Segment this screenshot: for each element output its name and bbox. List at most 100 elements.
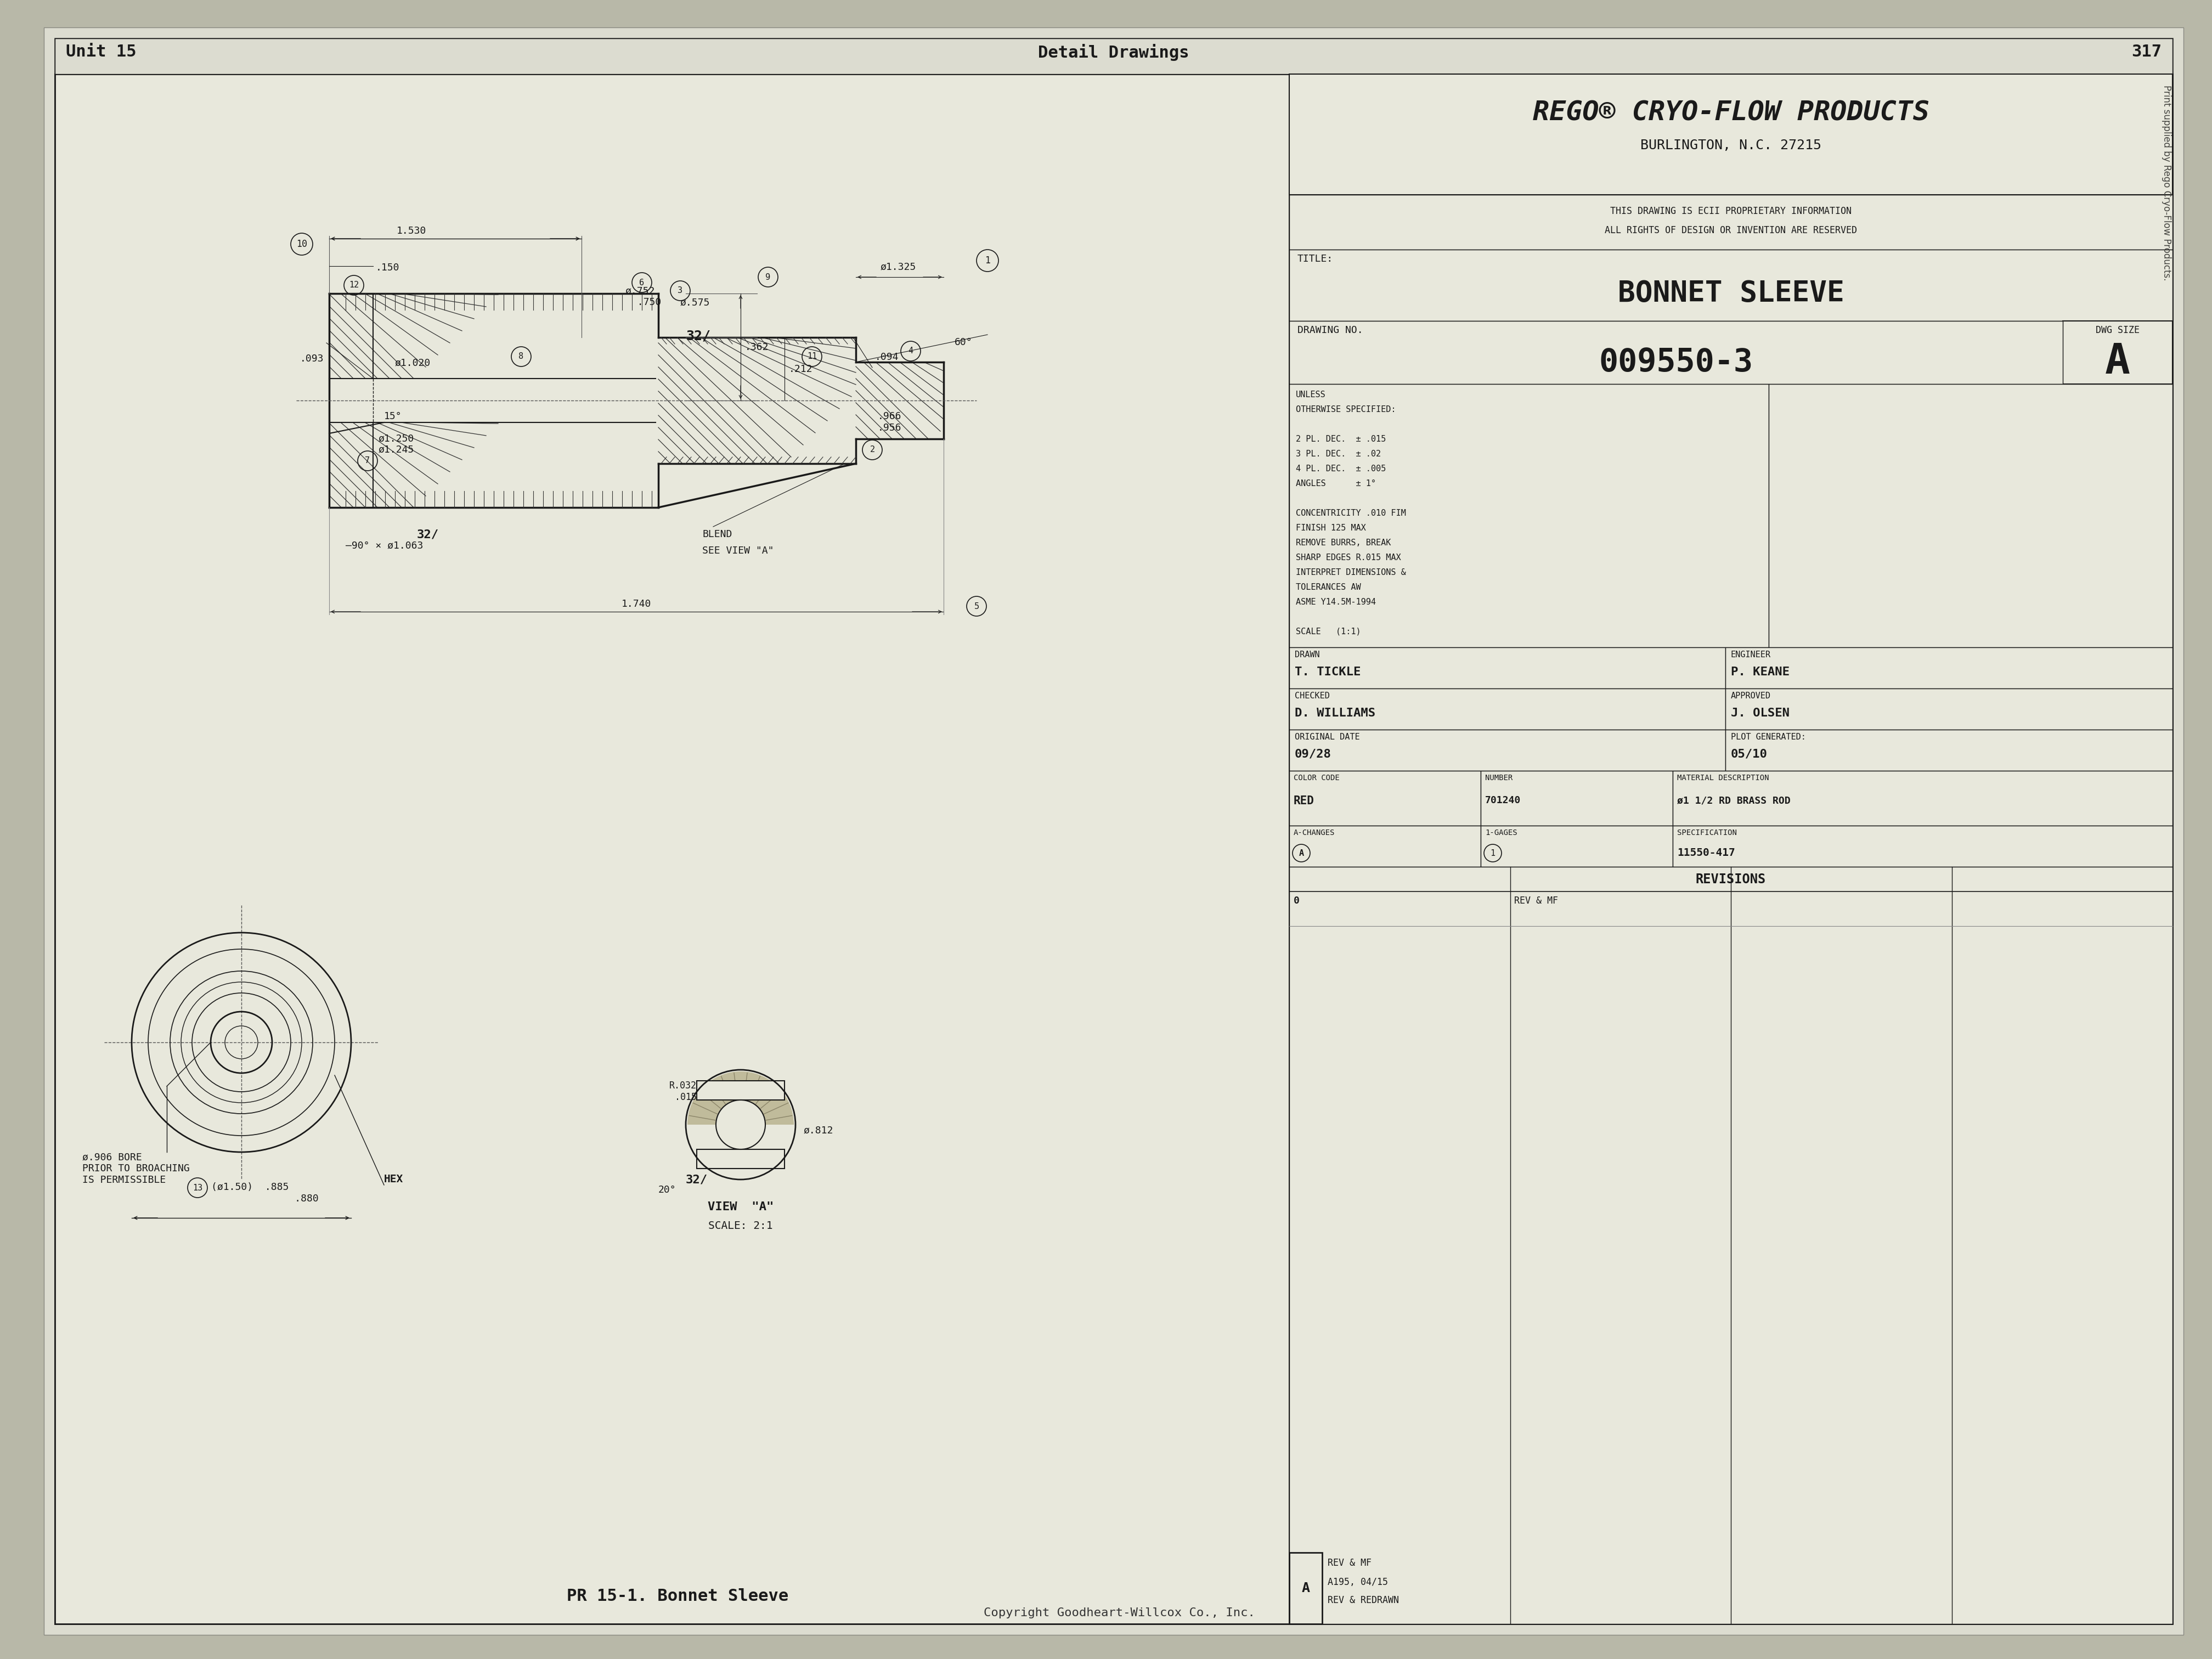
Bar <box>1290 320 2064 383</box>
Text: A-CHANGES: A-CHANGES <box>1294 830 1336 836</box>
Text: 4: 4 <box>909 347 914 355</box>
Bar <box>697 1080 785 1100</box>
Text: 60°: 60° <box>956 337 973 347</box>
Bar <box>1480 771 1672 826</box>
Bar <box>1725 688 2172 730</box>
Text: NUMBER: NUMBER <box>1484 775 1513 781</box>
Text: SHARP EDGES R.015 MAX: SHARP EDGES R.015 MAX <box>1296 554 1400 562</box>
Text: SEE VIEW "A": SEE VIEW "A" <box>701 546 774 556</box>
Text: BONNET SLEEVE: BONNET SLEEVE <box>1617 279 1845 309</box>
Text: 2 PL. DEC.  ± .015: 2 PL. DEC. ± .015 <box>1296 435 1387 443</box>
Text: 317: 317 <box>2132 43 2161 60</box>
Text: REMOVE BURRS, BREAK: REMOVE BURRS, BREAK <box>1296 539 1391 547</box>
Text: ANGLES      ± 1°: ANGLES ± 1° <box>1296 479 1376 488</box>
Text: 4 PL. DEC.  ± .005: 4 PL. DEC. ± .005 <box>1296 465 1387 473</box>
Text: ø1.250
ø1.245: ø1.250 ø1.245 <box>378 433 414 455</box>
Text: INTERPRET DIMENSIONS &: INTERPRET DIMENSIONS & <box>1296 569 1407 577</box>
Bar <box>1290 249 2172 320</box>
Text: 6: 6 <box>639 279 644 287</box>
Text: 32/: 32/ <box>686 1175 708 1185</box>
Text: A: A <box>2106 342 2130 382</box>
Bar <box>1725 647 2172 688</box>
Text: FINISH 125 MAX: FINISH 125 MAX <box>1296 524 1365 533</box>
Text: MATERIAL DESCRIPTION: MATERIAL DESCRIPTION <box>1677 775 1770 781</box>
Text: 20°: 20° <box>659 1185 677 1194</box>
Text: Print supplied by Rego Cryo-Flow Products.: Print supplied by Rego Cryo-Flow Product… <box>2161 85 2172 280</box>
Bar <box>1290 688 1725 730</box>
Bar <box>1290 75 2172 1624</box>
Text: UNLESS: UNLESS <box>1296 390 1325 398</box>
Bar <box>1725 730 2172 771</box>
Bar <box>856 362 945 440</box>
Text: .212: .212 <box>790 363 812 373</box>
Text: 09/28: 09/28 <box>1294 748 1332 760</box>
Text: 10: 10 <box>296 239 307 249</box>
Text: ASME Y14.5M-1994: ASME Y14.5M-1994 <box>1296 597 1376 606</box>
Text: .966
.956: .966 .956 <box>878 411 902 433</box>
Text: DWG SIZE: DWG SIZE <box>2095 325 2139 335</box>
Text: D. WILLIAMS: D. WILLIAMS <box>1294 708 1376 718</box>
Text: 0: 0 <box>1294 896 1301 906</box>
Text: RED: RED <box>1294 795 1314 806</box>
Bar <box>1290 194 2172 249</box>
Text: CONCENTRICITY .010 FIM: CONCENTRICITY .010 FIM <box>1296 509 1407 518</box>
Text: 11550-417: 11550-417 <box>1677 848 1734 858</box>
Text: 15°: 15° <box>385 411 403 421</box>
Text: SPECIFICATION: SPECIFICATION <box>1677 830 1736 836</box>
Text: COLOR CODE: COLOR CODE <box>1294 775 1340 781</box>
Text: OTHERWISE SPECIFIED:: OTHERWISE SPECIFIED: <box>1296 405 1396 413</box>
Text: 2: 2 <box>869 446 874 455</box>
Text: Copyright Goodheart-Willcox Co., Inc.: Copyright Goodheart-Willcox Co., Inc. <box>984 1608 1254 1619</box>
Text: 009550-3: 009550-3 <box>1599 347 1754 378</box>
Text: APPROVED: APPROVED <box>1730 692 1772 700</box>
Bar <box>697 1150 785 1168</box>
Text: Unit 15: Unit 15 <box>66 43 137 60</box>
Text: REVISIONS: REVISIONS <box>1697 873 1765 886</box>
Text: ø.575: ø.575 <box>681 297 710 307</box>
Bar <box>1290 826 1480 866</box>
Bar <box>1672 826 2172 866</box>
Text: 1.740: 1.740 <box>622 599 650 609</box>
Text: SCALE   (1:1): SCALE (1:1) <box>1296 627 1360 635</box>
Bar <box>1290 866 2172 1624</box>
Text: .093: .093 <box>301 353 323 363</box>
Text: .150: .150 <box>376 262 400 272</box>
Text: REV & MF: REV & MF <box>1515 896 1557 906</box>
Text: REGO® CRYO-FLOW PRODUCTS: REGO® CRYO-FLOW PRODUCTS <box>1533 100 1929 126</box>
Bar <box>1480 826 1672 866</box>
Bar <box>1290 1553 1323 1624</box>
Text: REV & MF: REV & MF <box>1327 1558 1371 1568</box>
Text: SCALE: 2:1: SCALE: 2:1 <box>708 1221 772 1231</box>
Text: 05/10: 05/10 <box>1730 748 1767 760</box>
Text: DRAWN: DRAWN <box>1294 650 1321 659</box>
Text: PR 15-1. Bonnet Sleeve: PR 15-1. Bonnet Sleeve <box>566 1588 787 1604</box>
Text: THIS DRAWING IS ECII PROPRIETARY INFORMATION: THIS DRAWING IS ECII PROPRIETARY INFORMA… <box>1610 206 1851 216</box>
Text: ALL RIGHTS OF DESIGN OR INVENTION ARE RESERVED: ALL RIGHTS OF DESIGN OR INVENTION ARE RE… <box>1604 226 1858 236</box>
Bar <box>55 38 2172 75</box>
Bar <box>1672 771 2172 826</box>
Text: CHECKED: CHECKED <box>1294 692 1329 700</box>
Text: VIEW  "A": VIEW "A" <box>708 1201 774 1213</box>
Text: ø.752
  .750: ø.752 .750 <box>626 285 661 307</box>
Bar <box>1290 771 1480 826</box>
Text: 3: 3 <box>677 287 684 295</box>
Text: A195, 04/15: A195, 04/15 <box>1327 1578 1387 1588</box>
Text: ENGINEER: ENGINEER <box>1730 650 1772 659</box>
Text: ø1.325: ø1.325 <box>880 262 916 272</box>
Text: .362: .362 <box>745 342 770 352</box>
Bar <box>659 337 856 463</box>
Text: BURLINGTON, N.C. 27215: BURLINGTON, N.C. 27215 <box>1641 139 1820 153</box>
Text: T. TICKLE: T. TICKLE <box>1294 667 1360 677</box>
Text: R.032
 .015: R.032 .015 <box>670 1080 697 1102</box>
Text: –90° × ø1.063: –90° × ø1.063 <box>345 541 422 551</box>
Text: ø1.020: ø1.020 <box>396 358 431 368</box>
Text: 3 PL. DEC.  ± .02: 3 PL. DEC. ± .02 <box>1296 450 1380 458</box>
Bar <box>1290 383 1770 647</box>
Wedge shape <box>688 1072 794 1125</box>
Text: 1.530: 1.530 <box>396 226 427 236</box>
Text: 13: 13 <box>192 1183 204 1191</box>
Text: ø1 1/2 RD BRASS ROD: ø1 1/2 RD BRASS ROD <box>1677 795 1790 805</box>
Text: .094: .094 <box>876 352 898 362</box>
Text: 1-GAGES: 1-GAGES <box>1484 830 1517 836</box>
Text: 12: 12 <box>349 280 358 289</box>
